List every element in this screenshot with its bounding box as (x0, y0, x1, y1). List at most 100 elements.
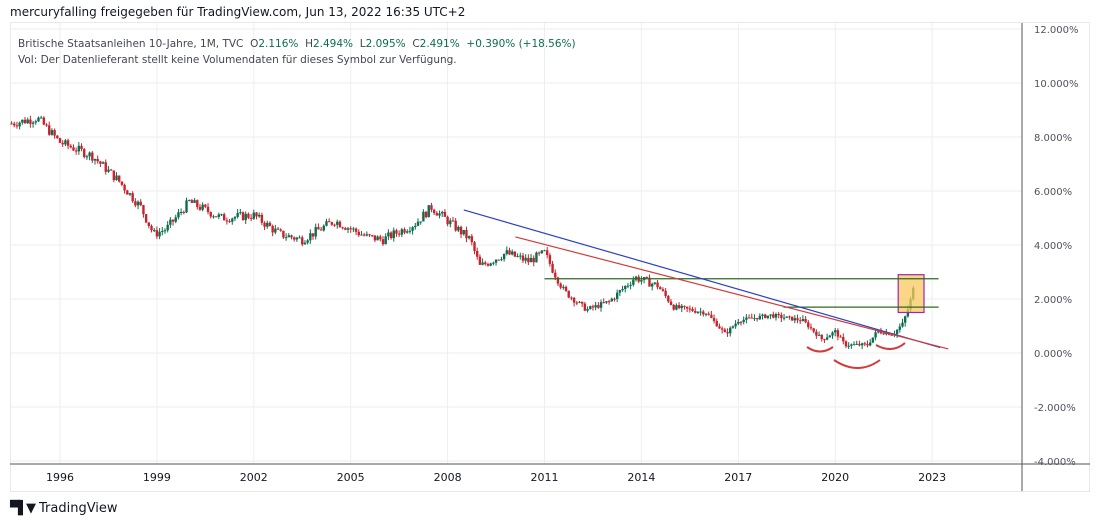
candle-body (745, 317, 748, 320)
candle-body (492, 262, 495, 264)
candle-body (564, 286, 568, 291)
candle-body (575, 302, 578, 304)
candle-body (271, 226, 274, 233)
candle-body (750, 317, 753, 319)
candle-body (274, 228, 277, 233)
candle-body (163, 230, 167, 232)
footer-branding: ▀▌▼ TradingView (10, 501, 118, 516)
candle-body (766, 315, 770, 318)
candle-body (174, 217, 177, 222)
candle-body (123, 184, 126, 191)
candle-body (812, 328, 815, 332)
candle-body (177, 212, 180, 218)
candle-body (83, 149, 86, 158)
candle-body (419, 221, 422, 223)
candle-body (545, 250, 549, 256)
candle-body (500, 259, 503, 261)
x-tick-label: 2002 (240, 471, 268, 484)
candle-body (352, 228, 355, 230)
candle-body (809, 327, 813, 329)
candle-body (718, 326, 721, 329)
candle-body (632, 279, 635, 285)
candle-body (96, 158, 99, 162)
candle-body (648, 277, 651, 287)
y-tick-label: 6.000% (1034, 187, 1072, 198)
candle-body (836, 330, 840, 337)
candle-body (344, 228, 347, 230)
right-shoulder-arc (875, 342, 906, 350)
candle-body (319, 229, 323, 231)
candle-body (376, 236, 379, 241)
candle-body (392, 230, 395, 239)
candle-body (790, 316, 794, 321)
candle-body (694, 310, 697, 313)
candle-body (158, 231, 161, 237)
candle-body (535, 252, 538, 263)
candle-body (502, 253, 506, 260)
candle-body (252, 212, 255, 219)
candle-body (605, 301, 608, 303)
candle-body (166, 224, 169, 231)
candle-body (519, 255, 522, 257)
candle-body (298, 237, 301, 239)
candle-body (704, 313, 708, 315)
candle-body (645, 277, 648, 279)
candle-body (761, 314, 764, 316)
candle-body (341, 227, 344, 229)
candle-body (115, 175, 118, 181)
candle-body (589, 306, 592, 310)
trendline-blue (463, 209, 941, 349)
candle-body (112, 170, 116, 181)
legend-change: +0.390% (+18.56%) (466, 38, 576, 50)
candle-body (844, 341, 848, 347)
candle-body (56, 135, 59, 139)
candle-body (196, 200, 199, 207)
candle-body (147, 222, 151, 226)
candle-body (18, 122, 21, 127)
candle-body (333, 224, 336, 226)
candle-body (737, 321, 740, 324)
candle-body (384, 236, 387, 245)
candle-body (21, 119, 24, 123)
x-tick-label: 1996 (46, 471, 74, 484)
candle-body (430, 205, 433, 210)
candle-body (828, 335, 832, 338)
candle-body (664, 290, 667, 297)
candle-body (45, 124, 48, 126)
candle-body (406, 231, 409, 233)
candle-body (602, 302, 605, 304)
legend-low: 2.095% (365, 38, 406, 50)
candle-body (74, 150, 78, 152)
chart-container[interactable] (10, 22, 1090, 492)
symbol-legend: Britische Staatsanleihen 10-Jahre, 1M, T… (18, 36, 576, 68)
candle-body (618, 290, 622, 293)
candle-body (551, 263, 554, 273)
candle-body (336, 221, 339, 225)
candle-body (10, 123, 13, 125)
candle-body (459, 226, 463, 235)
candle-body (295, 237, 299, 240)
candle-body (626, 285, 630, 287)
candle-body (233, 216, 237, 219)
candle-body (729, 327, 732, 334)
candle-body (607, 301, 611, 303)
candle-body (820, 334, 823, 340)
candle-body (395, 230, 398, 234)
candle-body (451, 220, 455, 222)
candle-body (66, 140, 70, 146)
candle-body (284, 237, 288, 239)
price-chart[interactable]: 12.000% 10.000% 8.000% 6.000% 4.000% 2.000% 0.… (0, 0, 1100, 500)
candle-body (188, 200, 191, 202)
candle-body (64, 140, 67, 145)
candle-body (136, 201, 140, 206)
candle-body (69, 145, 72, 148)
legend-high: 2.494% (312, 38, 354, 50)
candle-body (128, 193, 132, 195)
candle-body (93, 158, 97, 161)
x-tick-label: 2017 (724, 471, 752, 484)
candle-body (397, 233, 401, 235)
candle-body (885, 332, 888, 335)
candle-body (120, 181, 124, 185)
candle-body (769, 314, 772, 316)
legend-close: 2.491% (419, 38, 460, 50)
